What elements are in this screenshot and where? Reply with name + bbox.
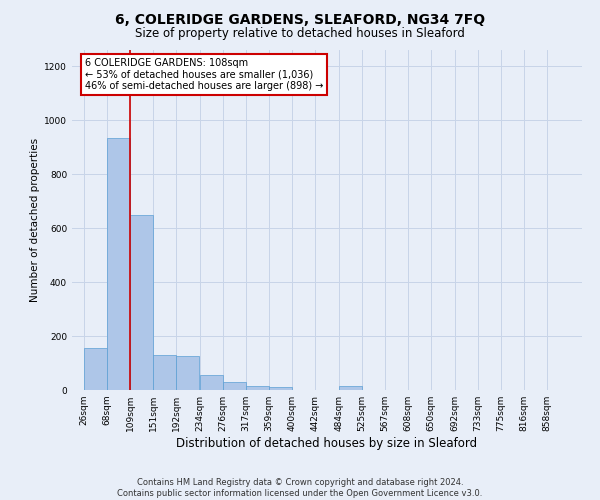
Bar	[84, 348, 107, 390]
Bar	[223, 382, 246, 390]
Y-axis label: Number of detached properties: Number of detached properties	[30, 138, 40, 302]
Bar	[176, 356, 199, 390]
Bar	[269, 388, 292, 390]
X-axis label: Distribution of detached houses by size in Sleaford: Distribution of detached houses by size …	[176, 437, 478, 450]
Bar	[107, 138, 130, 390]
Text: Size of property relative to detached houses in Sleaford: Size of property relative to detached ho…	[135, 28, 465, 40]
Bar	[246, 386, 269, 390]
Bar	[130, 214, 153, 390]
Text: Contains HM Land Registry data © Crown copyright and database right 2024.
Contai: Contains HM Land Registry data © Crown c…	[118, 478, 482, 498]
Bar	[153, 355, 176, 390]
Text: 6 COLERIDGE GARDENS: 108sqm
← 53% of detached houses are smaller (1,036)
46% of : 6 COLERIDGE GARDENS: 108sqm ← 53% of det…	[85, 58, 323, 92]
Bar	[200, 375, 223, 390]
Text: 6, COLERIDGE GARDENS, SLEAFORD, NG34 7FQ: 6, COLERIDGE GARDENS, SLEAFORD, NG34 7FQ	[115, 12, 485, 26]
Bar	[339, 386, 362, 390]
